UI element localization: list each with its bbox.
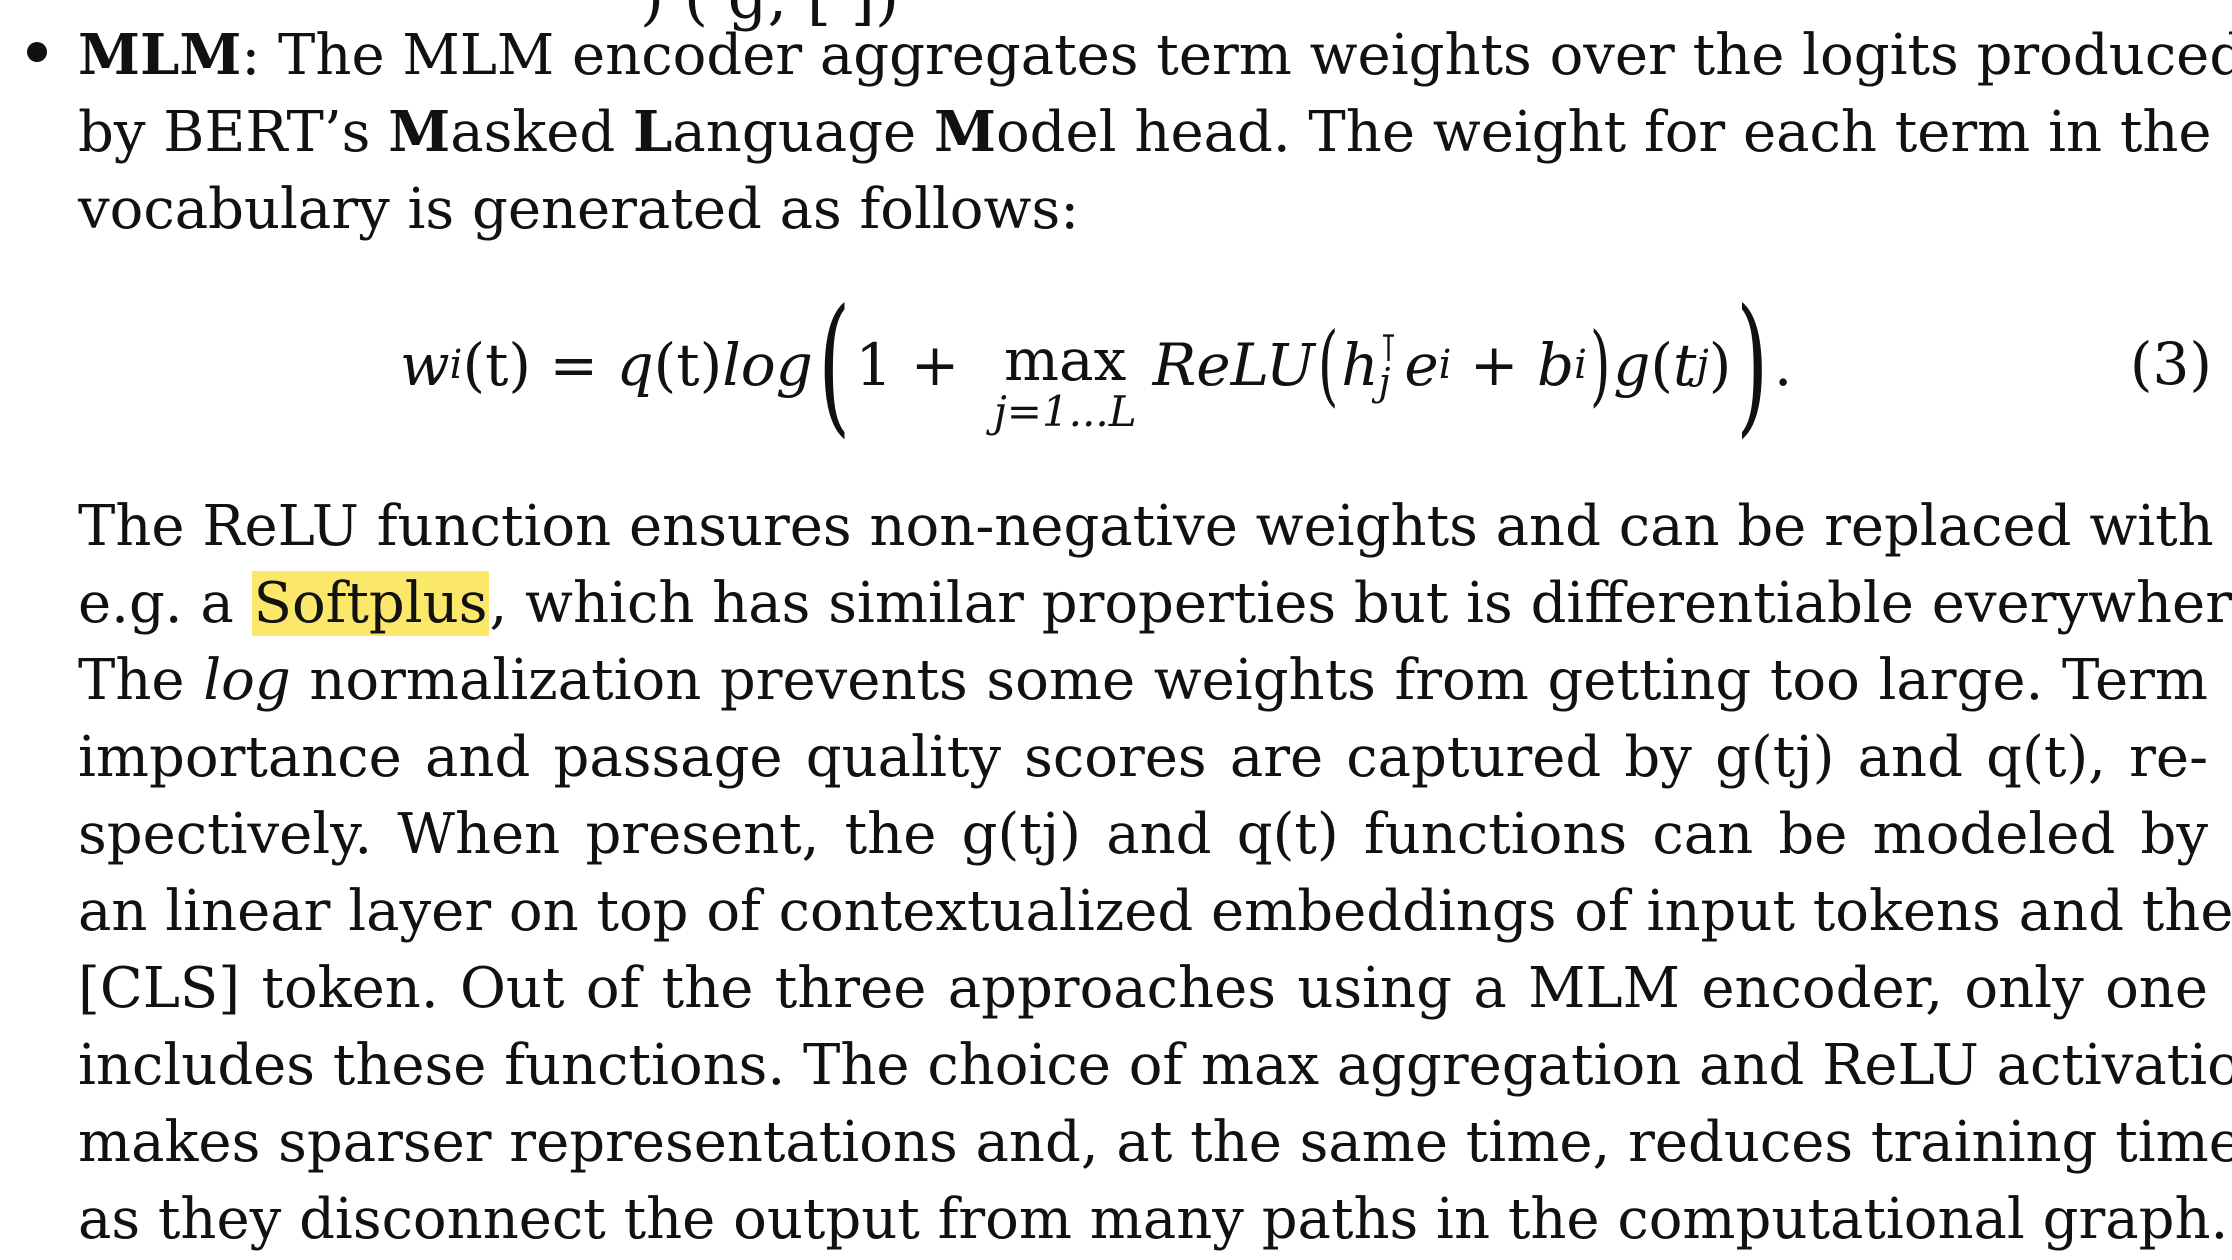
text-line: by BERT’s Masked Language Model head. Th… [78, 94, 2212, 171]
eq-symbol: w [400, 331, 450, 399]
eq-subscript: j [1378, 360, 1391, 404]
highlighted-term: Softplus [251, 571, 490, 636]
bold-letter: L [633, 99, 673, 165]
eq-subscript: i [449, 342, 463, 388]
eq-symbol: (t) [462, 331, 532, 399]
max-operator: max j=1...L [994, 331, 1137, 435]
eq-symbol: max [1004, 325, 1127, 394]
text-span: : The MLM encoder aggregates term weight… [241, 23, 2232, 88]
eq-symbol: h [1341, 331, 1379, 399]
eq-symbol: ( [1650, 331, 1674, 399]
bold-letter: M [388, 99, 451, 165]
close-paren-icon: ) [1589, 313, 1611, 416]
text-line: includes these functions. The choice of … [78, 1033, 2232, 1098]
open-paren-icon: ( [818, 278, 851, 452]
eq-symbol: + [1451, 331, 1537, 399]
eq-symbol: ReLU [1152, 331, 1315, 399]
text-line: e.g. a Softplus, which has similar prope… [78, 565, 2232, 642]
eq-symbol: ) [1708, 331, 1732, 399]
cutoff-text-top: ) ( g, [ ]) [640, 0, 899, 33]
eq-symbol: (t) [653, 331, 723, 399]
eq-symbol: e [1404, 331, 1439, 399]
text-line: The log normalization prevents some weig… [78, 642, 2208, 719]
equation-3: w i (t) = q (t) log(1 + max j=1...L ReLU(h ⊺ j e… [400, 265, 1792, 465]
text-line: [CLS] token. Out of the three approaches… [78, 956, 2208, 1021]
eq-symbol: = [531, 331, 617, 399]
eq-subscript: j [1696, 342, 1709, 388]
mlm-description: MLM: The MLM encoder aggregates term wei… [78, 17, 2232, 248]
text-span: e.g. a [78, 571, 252, 636]
eq-subscript: i [1438, 342, 1452, 388]
text-span: asked [450, 100, 634, 165]
text-line: spectively. When present, the g(tj) and … [78, 802, 2208, 867]
text-span: normalization prevents some weights from… [290, 648, 2208, 713]
eq-symbol: . [1773, 331, 1793, 399]
body-paragraph: The ReLU function ensures non-negative w… [78, 488, 2232, 1258]
text-line: vocabulary is generated as follows: [78, 177, 1080, 242]
open-paren-icon: ( [1317, 313, 1339, 416]
eq-symbol: log [722, 331, 813, 399]
text-line: an linear layer on top of contextualized… [78, 879, 2232, 944]
text-span: The [78, 648, 204, 713]
eq-superscript: ⊺ [1378, 325, 1399, 370]
eq-symbol: q [616, 331, 654, 399]
text-span: by BERT’s [78, 100, 389, 165]
eq-subscript: i [1574, 342, 1587, 388]
text-span: anguage [672, 100, 934, 165]
text-span: odel head. The weight for each term in t… [995, 100, 2212, 165]
text-line: as they disconnect the output from many … [78, 1187, 2229, 1252]
eq-symbol: t [1673, 331, 1697, 399]
eq-symbol: 1 + [855, 331, 978, 399]
close-paren-icon: ) [1736, 278, 1769, 452]
text-span: , which has similar properties but is di… [489, 571, 2232, 636]
text-line: The ReLU function ensures non-negative w… [78, 494, 2214, 559]
bold-letter: M [933, 99, 996, 165]
term-mlm: MLM [78, 22, 242, 88]
bullet-icon [27, 42, 47, 62]
eq-supsub: ⊺ j [1378, 325, 1399, 404]
text-line: makes sparser representations and, at th… [78, 1110, 2232, 1175]
equation-number: (3) [2129, 330, 2212, 398]
eq-subscript: j=1...L [993, 386, 1137, 436]
italic-term: log [203, 648, 291, 713]
text-line: MLM: The MLM encoder aggregates term wei… [78, 17, 2232, 94]
eq-symbol: b [1536, 331, 1575, 399]
eq-symbol: g [1613, 331, 1651, 399]
text-line: importance and passage quality scores ar… [78, 725, 2208, 790]
